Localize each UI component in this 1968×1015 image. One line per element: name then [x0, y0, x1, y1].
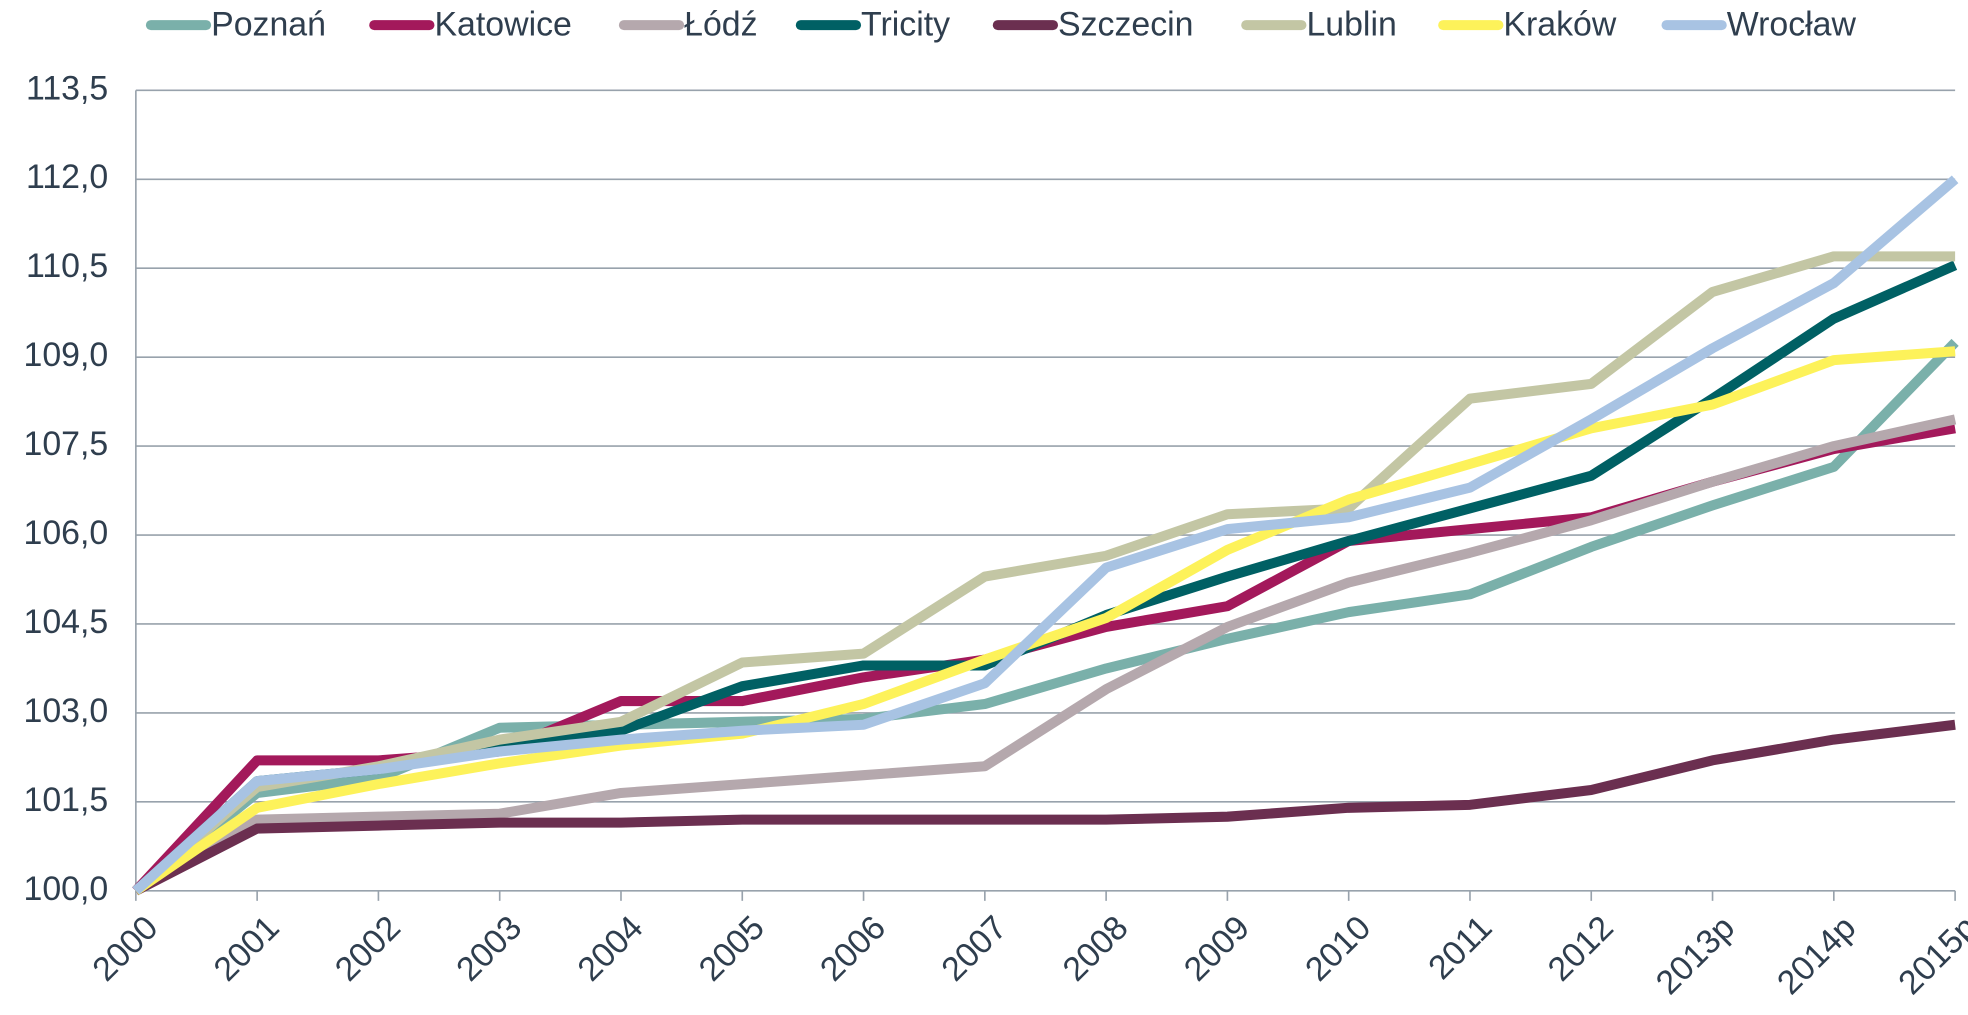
x-tick-label: 2001 — [207, 909, 287, 989]
x-tick-label: 2009 — [1177, 909, 1257, 989]
legend-label: Wrocław — [1727, 5, 1857, 43]
x-tick-label: 2012 — [1541, 909, 1621, 989]
y-tick-label: 112,0 — [26, 158, 108, 196]
legend-label: Łódź — [684, 5, 757, 43]
x-tick-label: 2013p — [1649, 909, 1742, 1002]
series-line — [133, 719, 1956, 896]
x-tick-label: 2003 — [449, 909, 529, 989]
x-tick-label: 2002 — [328, 909, 408, 989]
y-tick-label: 103,0 — [24, 692, 109, 730]
series-line — [133, 414, 1957, 896]
y-tick-label: 109,0 — [24, 336, 109, 374]
series-line — [132, 251, 1956, 895]
legend-label: Tricity — [861, 5, 950, 43]
x-tick-label: 2014p — [1770, 909, 1863, 1002]
x-tick-label: 2011 — [1421, 909, 1499, 987]
x-tick-label: 2015p — [1891, 909, 1968, 1002]
series-line — [132, 338, 1959, 895]
x-tick-label: 2000 — [85, 909, 165, 989]
series-line — [132, 175, 1959, 895]
y-tick-label: 106,0 — [24, 514, 109, 552]
y-tick-label: 110,5 — [26, 247, 108, 285]
x-tick-label: 2007 — [934, 909, 1014, 989]
y-tick-label: 113,5 — [26, 69, 108, 107]
y-tick-label: 107,5 — [24, 425, 109, 463]
y-tick-label: 104,5 — [24, 603, 109, 641]
y-tick-label: 100,0 — [24, 870, 109, 908]
x-tick-label: 2008 — [1056, 909, 1136, 989]
series-line — [133, 346, 1956, 895]
legend-label: Lublin — [1306, 5, 1396, 43]
legend-label: Katowice — [434, 5, 571, 43]
x-tick-label: 2006 — [813, 909, 893, 989]
legend-label: Poznań — [211, 5, 326, 43]
series-line — [132, 260, 1958, 895]
y-tick-label: 101,5 — [24, 781, 109, 819]
x-tick-label: 2010 — [1298, 909, 1378, 989]
legend-label: Kraków — [1503, 5, 1616, 43]
legend-label: Szczecin — [1058, 5, 1194, 43]
x-tick-label: 2004 — [570, 909, 650, 989]
x-tick-label: 2005 — [692, 909, 772, 989]
